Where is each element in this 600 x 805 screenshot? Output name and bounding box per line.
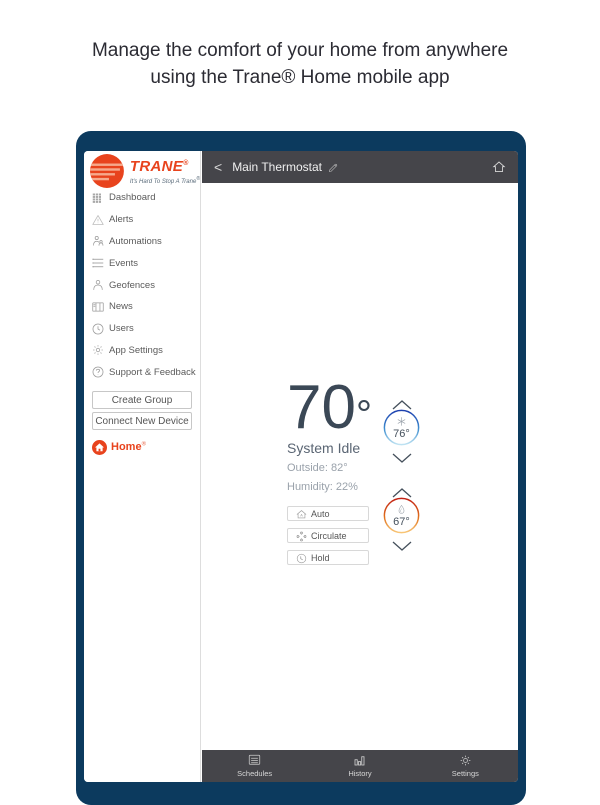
svg-text:A: A <box>300 514 303 518</box>
